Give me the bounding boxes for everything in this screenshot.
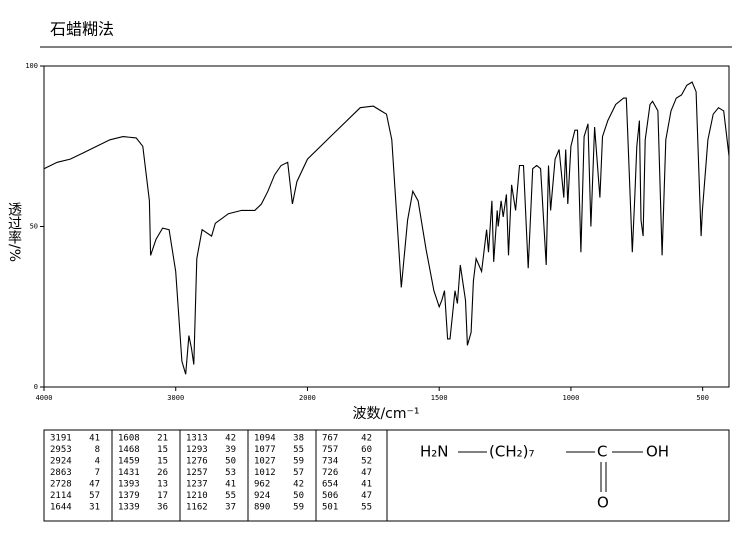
peak-transmittance: 59 [293,503,304,513]
spectrum-line [43,81,730,375]
peak-transmittance: 42 [293,480,304,490]
peak-transmittance: 37 [225,503,236,513]
peak-wavenumber: 2114 [50,491,72,501]
peak-wavenumber: 2863 [50,468,72,478]
peak-wavenumber: 1077 [254,445,276,455]
peak-wavenumber: 757 [322,445,338,455]
peak-transmittance: 21 [157,434,168,444]
peak-wavenumber: 1276 [186,457,208,467]
x-tick-label: 1500 [431,394,448,402]
peak-transmittance: 60 [361,445,372,455]
structure-bonds [458,451,643,492]
peak-transmittance: 47 [361,491,372,501]
structure-hydroxyl: OH [646,443,669,461]
peak-wavenumber: 726 [322,468,338,478]
peak-wavenumber: 1339 [118,503,140,513]
peak-transmittance: 15 [157,445,168,455]
x-axis-label: 波数/cm⁻¹ [352,406,419,422]
peak-wavenumber: 1237 [186,480,208,490]
chart-title: 石蜡糊法 [50,20,114,39]
peak-transmittance: 55 [293,445,304,455]
peak-wavenumber: 506 [322,491,338,501]
peak-transmittance: 52 [361,457,372,467]
peak-wavenumber: 924 [254,491,270,501]
peak-wavenumber: 1210 [186,491,208,501]
peak-transmittance: 41 [225,480,236,490]
peak-wavenumber: 890 [254,503,270,513]
peak-transmittance: 8 [95,445,100,455]
peak-wavenumber: 1094 [254,434,276,444]
peak-transmittance: 38 [293,434,304,444]
peak-transmittance: 26 [157,468,168,478]
peak-wavenumber: 1393 [118,480,140,490]
peak-transmittance: 41 [361,480,372,490]
peak-transmittance: 50 [225,457,236,467]
peak-transmittance: 53 [225,468,236,478]
peak-transmittance: 47 [361,468,372,478]
peak-transmittance: 36 [157,503,168,513]
structure-oxygen: O [597,494,609,512]
peak-wavenumber: 501 [322,503,338,513]
y-axis-label: 透过率/% [6,202,22,262]
peak-wavenumber: 734 [322,457,338,467]
peak-transmittance: 39 [225,445,236,455]
peak-transmittance: 13 [157,480,168,490]
x-tick-label: 3000 [167,394,184,402]
peak-transmittance: 55 [225,491,236,501]
peak-transmittance: 50 [293,491,304,501]
peak-wavenumber: 1012 [254,468,276,478]
x-tick-label: 500 [696,394,709,402]
y-tick-label: 100 [25,62,38,70]
peak-transmittance: 59 [293,457,304,467]
peak-wavenumber: 2728 [50,480,72,490]
peak-transmittance: 57 [293,468,304,478]
peak-transmittance: 41 [89,434,100,444]
peak-wavenumber: 1027 [254,457,276,467]
peak-wavenumber: 1313 [186,434,208,444]
peak-transmittance: 47 [89,480,100,490]
peak-wavenumber: 2924 [50,457,72,467]
x-tick-label: 4000 [36,394,53,402]
peak-wavenumber: 1644 [50,503,72,513]
peak-wavenumber: 3191 [50,434,72,444]
peak-transmittance: 42 [361,434,372,444]
x-tick-label: 2000 [299,394,316,402]
peak-transmittance: 42 [225,434,236,444]
structure-amine: H₂N [420,443,449,461]
peak-wavenumber: 767 [322,434,338,444]
peak-wavenumber: 1257 [186,468,208,478]
peak-wavenumber: 1162 [186,503,208,513]
peak-wavenumber: 1468 [118,445,140,455]
peak-wavenumber: 1608 [118,434,140,444]
peak-transmittance: 15 [157,457,168,467]
structure-chain: (CH₂)₇ [489,443,534,461]
y-tick-label: 0 [34,383,38,391]
peak-wavenumber: 962 [254,480,270,490]
x-tick-label: 1000 [562,394,579,402]
peak-transmittance: 17 [157,491,168,501]
peak-wavenumber: 2953 [50,445,72,455]
peak-wavenumber: 654 [322,480,338,490]
y-tick-label: 50 [30,223,38,231]
peak-transmittance: 31 [89,503,100,513]
peak-transmittance: 55 [361,503,372,513]
peak-transmittance: 4 [95,457,100,467]
structure-carbon: C [597,443,607,461]
peak-wavenumber: 1293 [186,445,208,455]
peak-wavenumber: 1379 [118,491,140,501]
peak-transmittance: 57 [89,491,100,501]
peak-transmittance: 7 [95,468,100,478]
peak-wavenumber: 1459 [118,457,140,467]
peak-wavenumber: 1431 [118,468,140,478]
